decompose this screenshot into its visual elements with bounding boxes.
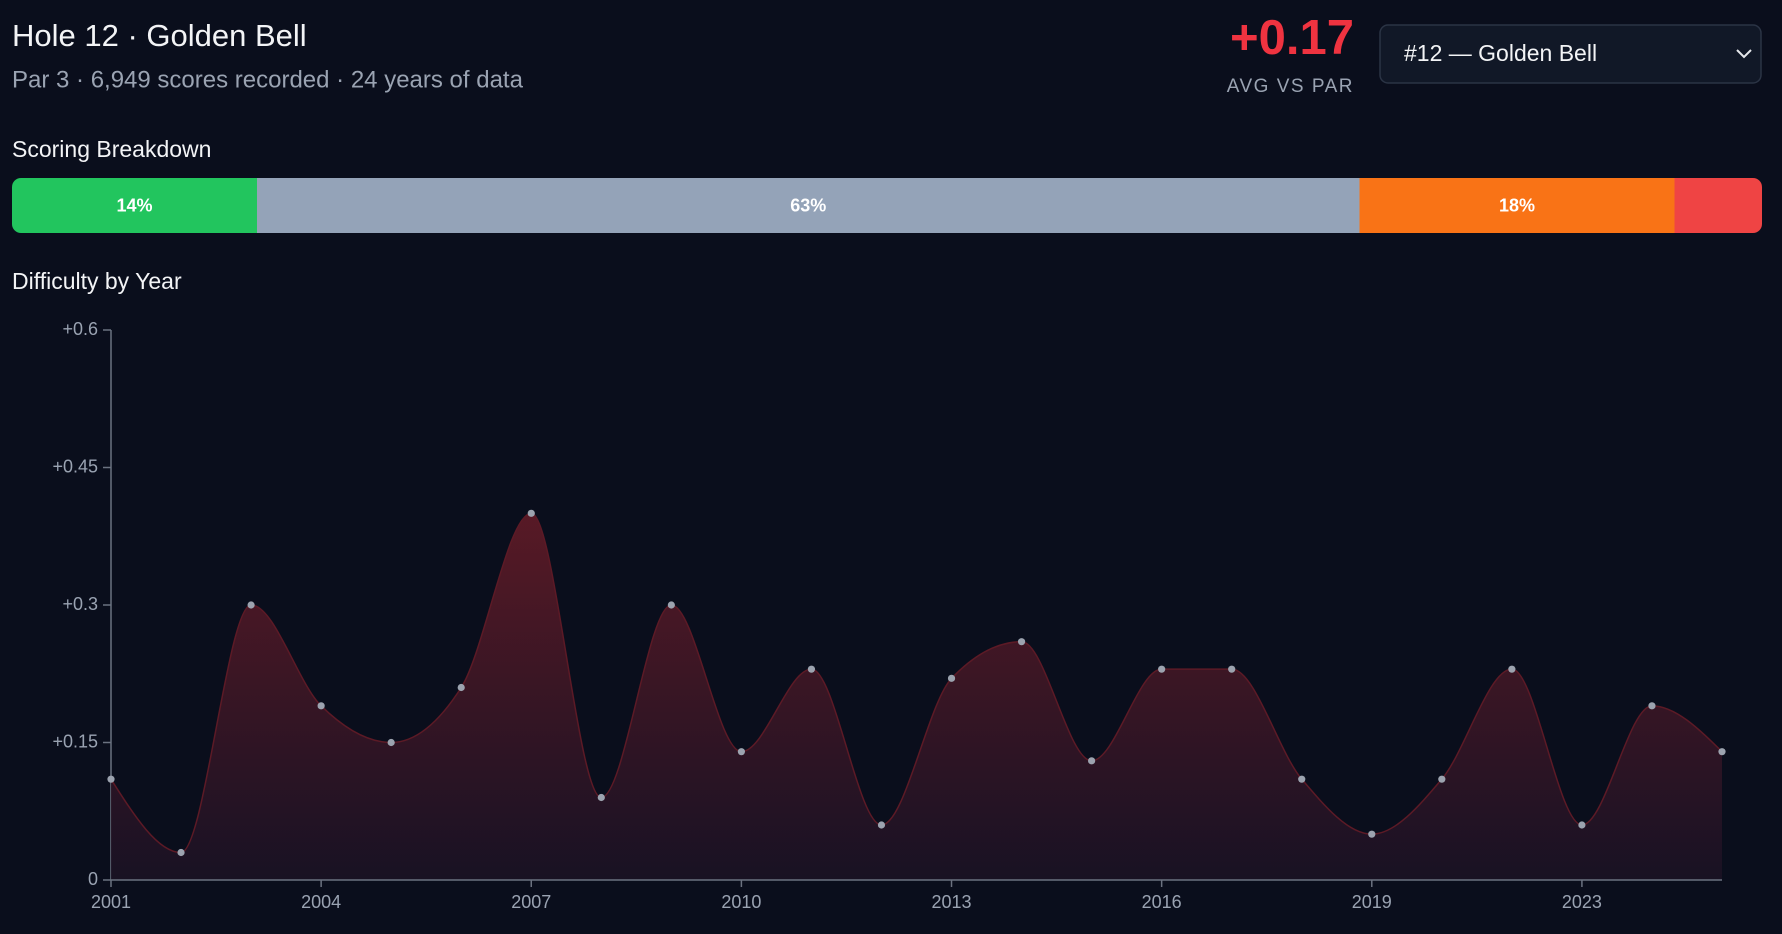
x-tick-label: 2004 <box>301 892 341 912</box>
point <box>737 748 745 756</box>
segment-label: 18% <box>1499 195 1535 215</box>
x-tick-label: 2023 <box>1562 892 1602 912</box>
point <box>247 601 255 609</box>
stat-label: AVG VS PAR <box>1227 76 1354 97</box>
bar-segment <box>1359 178 1675 233</box>
point <box>1298 775 1306 783</box>
point <box>667 601 675 609</box>
y-tick-label: +0.3 <box>62 594 98 614</box>
avg-stat: +0.17 <box>1230 11 1354 65</box>
x-tick-label: 2001 <box>91 892 131 912</box>
line <box>110 512 1723 854</box>
subtitle: Par 3 · 6,949 scores recorded · 24 years… <box>12 66 524 93</box>
y-tick-label: +0.6 <box>62 319 98 339</box>
point <box>317 702 325 710</box>
point <box>457 683 465 692</box>
point <box>877 821 886 829</box>
point <box>1368 830 1376 838</box>
point <box>597 793 605 802</box>
x-tick-label: 2010 <box>721 892 761 912</box>
point <box>177 848 185 857</box>
title: Hole 12 · Golden Bell <box>12 18 307 53</box>
chart: 0 +0.15 +0.3 +0.45 +0.6 2001 2004 2007 2010 2013 2… <box>52 319 1726 912</box>
bar-segment <box>257 178 1360 233</box>
x-tick-label: 2013 <box>931 892 971 912</box>
point <box>1508 665 1516 673</box>
point <box>1017 638 1026 646</box>
area <box>111 513 1722 880</box>
x-tick-label: 2019 <box>1352 892 1392 912</box>
segment-label: 63% <box>790 195 826 215</box>
select-box[interactable] <box>1379 24 1762 84</box>
x-tick-label: 2007 <box>511 892 551 912</box>
point <box>527 509 535 517</box>
point <box>1158 665 1166 673</box>
point <box>107 775 115 783</box>
point <box>1718 748 1726 756</box>
y-tick-label: +0.45 <box>52 456 98 476</box>
x-tick-label: 2016 <box>1142 892 1182 912</box>
select-text[interactable]: #12 — Golden Bell <box>1404 40 1597 66</box>
point <box>807 665 816 673</box>
section-title: Scoring Breakdown <box>12 136 211 162</box>
y-tick-label: 0 <box>88 869 98 889</box>
point <box>1088 757 1096 765</box>
chevron[interactable] <box>1736 49 1752 59</box>
bar-segment <box>1674 178 1762 233</box>
point <box>1228 665 1236 673</box>
section-title: Difficulty by Year <box>12 268 182 294</box>
bar-segment <box>12 178 257 233</box>
point <box>1578 821 1586 829</box>
point <box>387 738 395 747</box>
point <box>1648 702 1656 710</box>
hole-select[interactable]: #12 — Golden Bell <box>1379 24 1762 84</box>
point <box>947 674 956 682</box>
y-tick-label: +0.15 <box>52 731 98 751</box>
segment-label: 14% <box>116 195 152 215</box>
point <box>1438 775 1446 783</box>
breakdown-bar <box>12 178 1762 233</box>
